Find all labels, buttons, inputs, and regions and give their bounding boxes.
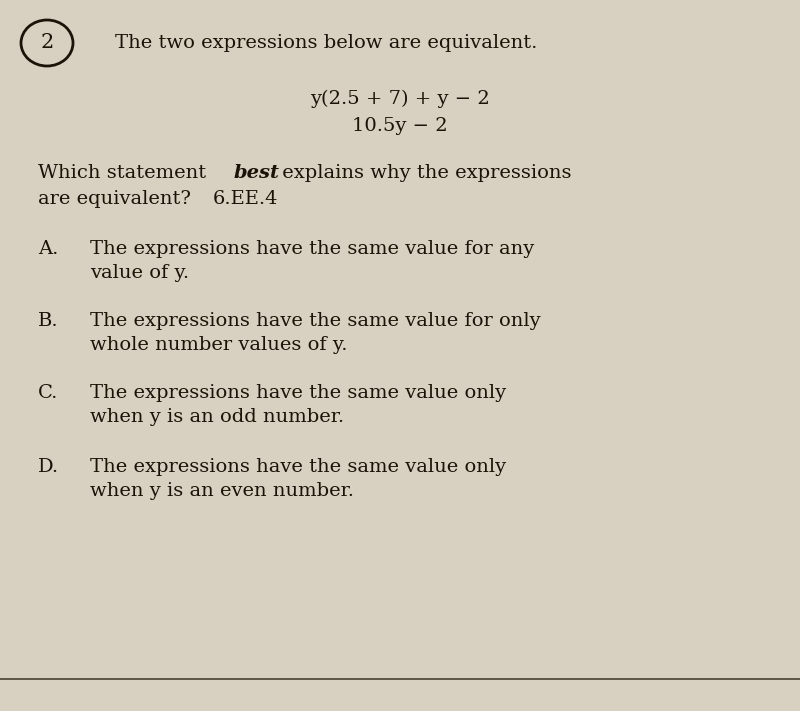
Text: The two expressions below are equivalent.: The two expressions below are equivalent… <box>115 34 538 52</box>
Text: y(2.5 + 7) + y − 2: y(2.5 + 7) + y − 2 <box>310 90 490 108</box>
Text: best: best <box>234 164 280 182</box>
Text: Which statement: Which statement <box>38 164 212 182</box>
Text: when y is an even number.: when y is an even number. <box>90 482 354 500</box>
Text: 10.5y − 2: 10.5y − 2 <box>352 117 448 135</box>
Text: value of y.: value of y. <box>90 264 189 282</box>
Text: The expressions have the same value only: The expressions have the same value only <box>90 384 506 402</box>
Text: The expressions have the same value for any: The expressions have the same value for … <box>90 240 534 258</box>
Text: The expressions have the same value only: The expressions have the same value only <box>90 458 506 476</box>
Text: C.: C. <box>38 384 58 402</box>
Text: A.: A. <box>38 240 58 258</box>
Text: 6.EE.4: 6.EE.4 <box>213 190 278 208</box>
Text: The expressions have the same value for only: The expressions have the same value for … <box>90 312 541 330</box>
Text: are equivalent?: are equivalent? <box>38 190 191 208</box>
Text: explains why the expressions: explains why the expressions <box>276 164 571 182</box>
Text: whole number values of y.: whole number values of y. <box>90 336 347 354</box>
Text: B.: B. <box>38 312 58 330</box>
Text: D.: D. <box>38 458 59 476</box>
Text: 2: 2 <box>40 33 54 53</box>
Text: when y is an odd number.: when y is an odd number. <box>90 408 344 426</box>
